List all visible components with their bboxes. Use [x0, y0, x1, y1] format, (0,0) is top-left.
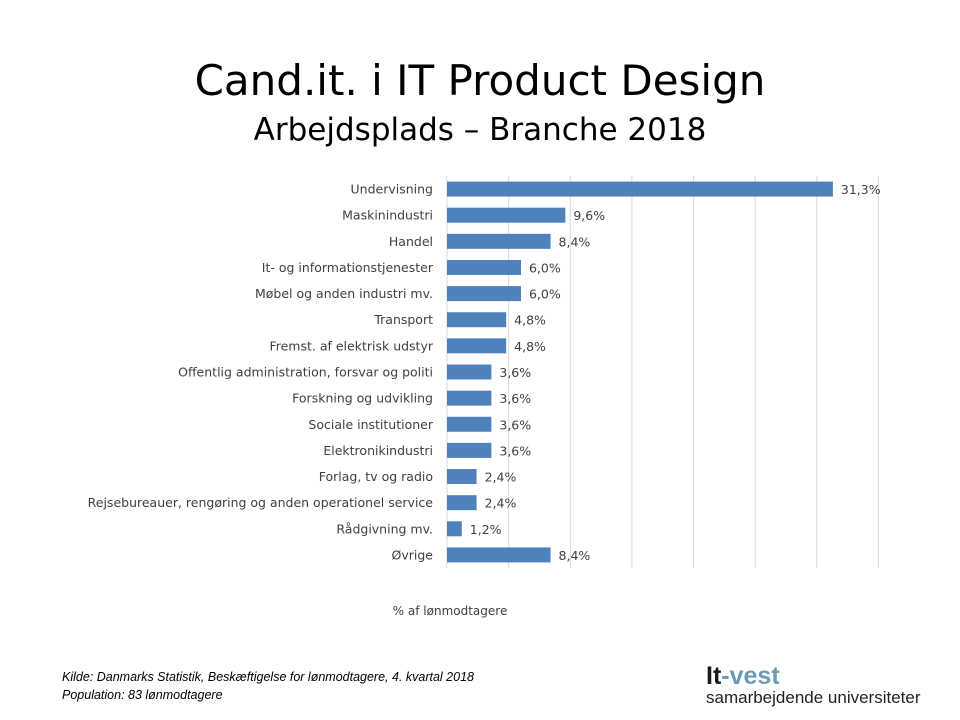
data-label: 8,4% [559, 548, 591, 563]
category-label: Rådgivning mv. [336, 521, 433, 536]
data-label: 3,6% [499, 417, 531, 432]
data-label: 31,3% [841, 182, 881, 197]
data-label: 4,8% [514, 339, 546, 354]
data-label: 3,6% [499, 365, 531, 380]
data-label: 2,4% [485, 496, 517, 511]
data-label: 8,4% [559, 234, 591, 249]
population-note: Population: 83 lønmodtagere [62, 688, 223, 702]
category-label: Rejsebureauer, rengøring og anden operat… [88, 495, 434, 510]
category-label: Handel [389, 234, 433, 249]
bar [447, 338, 507, 354]
bar [447, 312, 507, 328]
category-label: Møbel og anden industri mv. [255, 286, 433, 301]
category-label: Sociale institutioner [308, 417, 433, 432]
bar [447, 181, 833, 197]
bar [447, 390, 492, 406]
category-label: Øvrige [392, 547, 434, 562]
data-label: 9,6% [573, 208, 605, 223]
data-label: 3,6% [499, 443, 531, 458]
data-label: 1,2% [470, 522, 502, 537]
it-vest-logo: It-vest samarbejdende universiteter [706, 664, 921, 708]
source-note: Kilde: Danmarks Statistik, Beskæftigelse… [62, 670, 474, 684]
data-label: 2,4% [485, 470, 517, 485]
category-label: Forlag, tv og radio [319, 469, 433, 484]
bar [447, 469, 477, 485]
logo-tagline: samarbejdende universiteter [706, 688, 921, 707]
chart-subtitle: Arbejdsplads – Branche 2018 [253, 112, 707, 148]
data-label: 6,0% [529, 260, 561, 275]
x-axis-label: % af lønmodtagere [392, 604, 508, 618]
category-label: Undervisning [351, 182, 433, 197]
bar [447, 521, 462, 537]
category-label: Maskinindustri [342, 208, 433, 223]
category-label: Elektronikindustri [323, 443, 433, 458]
chart-title: Cand.it. i IT Product Design [194, 56, 766, 105]
category-label: Offentlig administration, forsvar og pol… [178, 365, 433, 380]
logo-part1: It [706, 662, 722, 690]
data-label: 3,6% [499, 391, 531, 406]
category-label: Fremst. af elektrisk udstyr [269, 338, 433, 353]
data-label: 6,0% [529, 287, 561, 302]
bar [447, 364, 492, 380]
bar [447, 442, 492, 458]
bar [447, 416, 492, 432]
bar [447, 233, 551, 249]
bar [447, 259, 521, 275]
category-label: It- og informationstjenester [262, 260, 434, 275]
bar [447, 547, 551, 563]
category-label: Forskning og udvikling [292, 391, 433, 406]
bar [447, 495, 477, 511]
data-label: 4,8% [514, 313, 546, 328]
logo-part2: -vest [721, 662, 780, 690]
bar [447, 286, 521, 302]
category-label: Transport [373, 312, 433, 327]
bar [447, 207, 566, 223]
